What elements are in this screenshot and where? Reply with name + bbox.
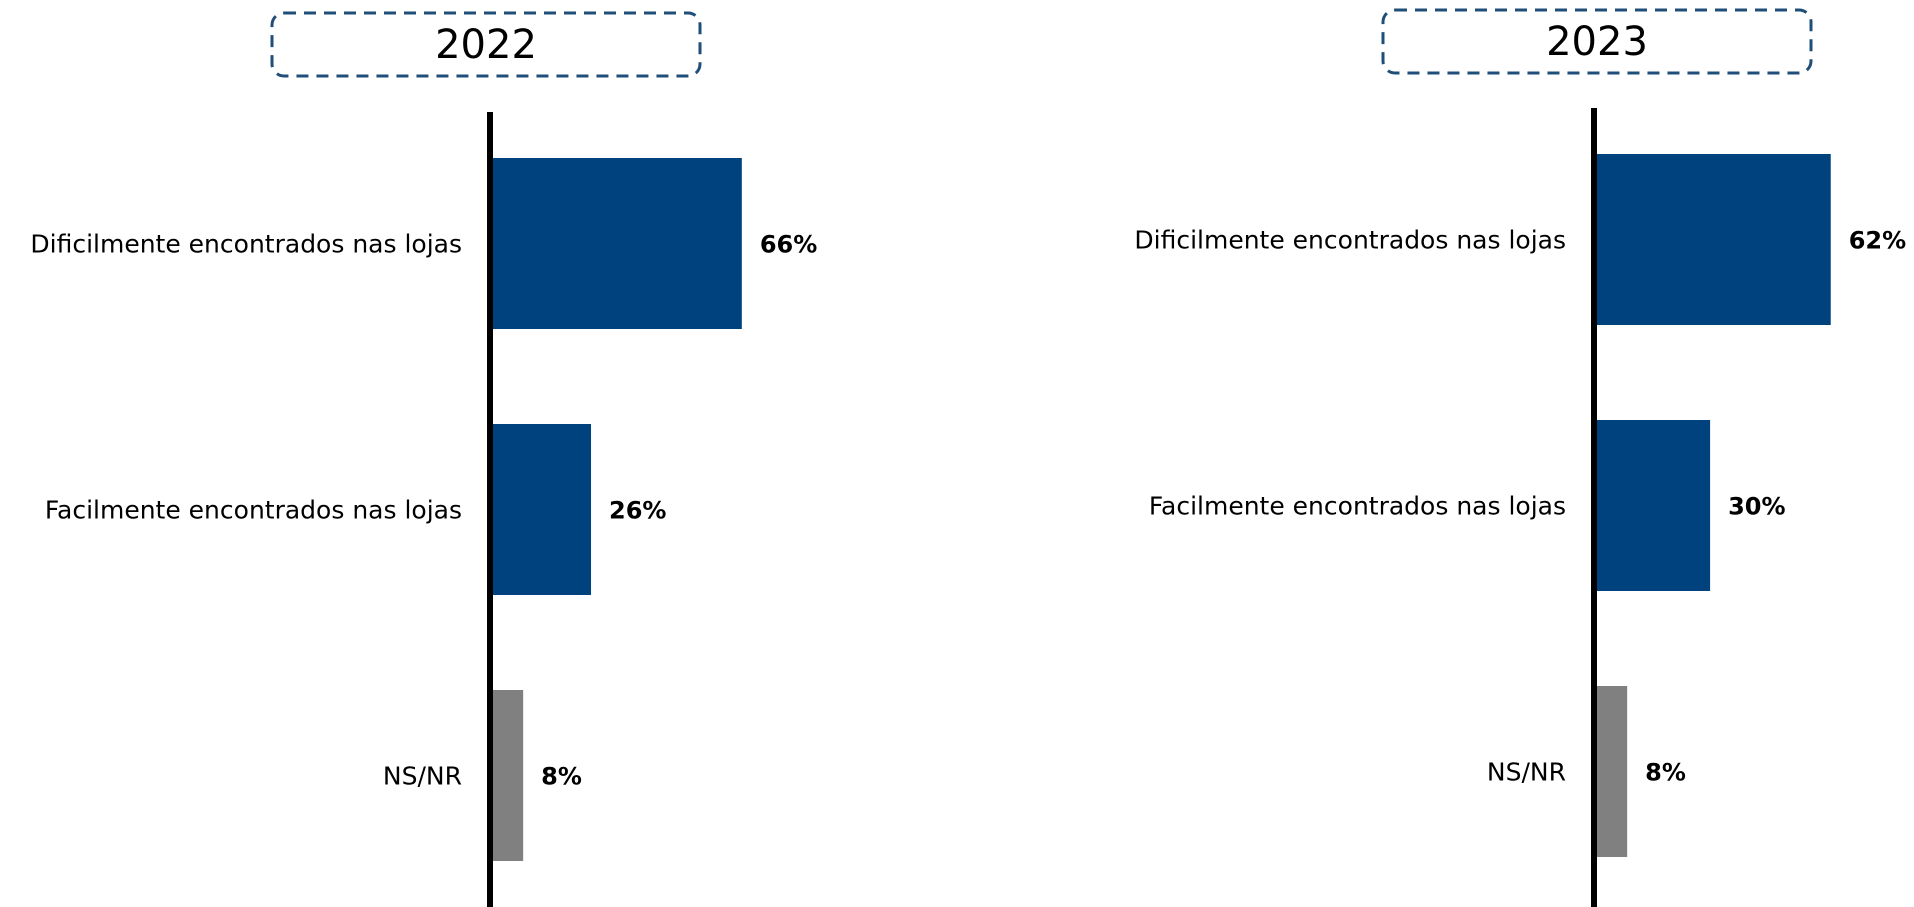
category-label-nsnr: NS/NR [383, 762, 462, 791]
bar-dificilmente [1597, 154, 1831, 325]
bar-nsnr [1597, 686, 1628, 857]
category-label-facilmente: Facilmente encontrados nas lojas [1149, 492, 1566, 521]
value-label-nsnr: 8% [1645, 759, 1686, 787]
category-label-dificilmente: Dificilmente encontrados nas lojas [1134, 226, 1566, 255]
bar-nsnr [493, 690, 524, 861]
value-label-dificilmente: 62% [1849, 227, 1906, 255]
panel-title-box [1381, 8, 1813, 75]
panel-2023: 2023 Dificilmente encontrados nas lojas … [1134, 8, 1906, 907]
category-label-dificilmente: Dificilmente encontrados nas lojas [30, 230, 462, 259]
value-label-nsnr: 8% [541, 763, 582, 791]
value-label-facilmente: 26% [609, 497, 666, 525]
panel-title: 2022 [435, 22, 537, 68]
bar-facilmente [1597, 420, 1711, 591]
category-label-nsnr: NS/NR [1487, 758, 1566, 787]
value-label-facilmente: 30% [1728, 493, 1785, 521]
bar-facilmente [493, 424, 592, 595]
panel-title: 2023 [1546, 19, 1648, 65]
category-label-facilmente: Facilmente encontrados nas lojas [45, 496, 462, 525]
value-label-dificilmente: 66% [760, 231, 817, 259]
panel-2022: 2022 Dificilmente encontrados nas lojas … [30, 11, 817, 907]
bar-dificilmente [493, 158, 742, 329]
panel-title-box [270, 11, 702, 78]
